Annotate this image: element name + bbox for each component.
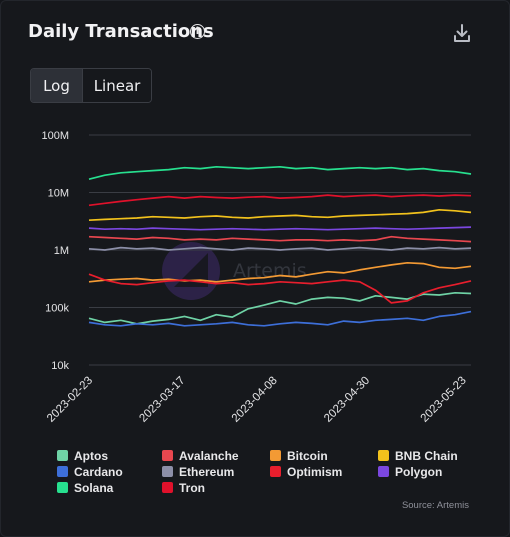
source-label: Source: Artemis xyxy=(401,500,469,511)
legend-item-optimism[interactable]: Optimism xyxy=(270,464,378,479)
legend-label: Avalanche xyxy=(179,448,239,463)
scale-toggle: Log Linear xyxy=(30,68,152,103)
legend-label: Tron xyxy=(179,480,205,495)
legend-swatch xyxy=(57,450,68,461)
y-tick-label: 10M xyxy=(48,188,69,200)
legend-swatch xyxy=(270,466,281,477)
x-tick-label: 2023-02-23 xyxy=(45,375,95,425)
legend-item-aptos[interactable]: Aptos xyxy=(57,448,162,463)
legend-swatch xyxy=(270,450,281,461)
y-tick-label: 100k xyxy=(45,303,69,315)
chart-title: Daily Transactions xyxy=(28,21,214,42)
series-line-bitcoin xyxy=(88,261,472,283)
legend-swatch xyxy=(162,482,173,493)
legend-label: Ethereum xyxy=(179,464,235,479)
chart-legend: Aptos Avalanche Bitcoin BNB Chain Cardano Eth… xyxy=(57,448,478,495)
x-tick-label: 2023-04-08 xyxy=(230,375,280,425)
series-line-bnb-chain xyxy=(88,208,472,222)
y-tick-label: 1M xyxy=(54,245,69,257)
download-icon[interactable] xyxy=(453,23,471,45)
y-tick-label: 100M xyxy=(41,130,69,142)
series-line-avalanche xyxy=(88,235,472,243)
series-line-aptos xyxy=(88,291,472,325)
x-tick-label: 2023-05-23 xyxy=(419,375,469,425)
legend-item-avalanche[interactable]: Avalanche xyxy=(162,448,270,463)
legend-swatch xyxy=(57,482,68,493)
legend-swatch xyxy=(57,466,68,477)
series-line-ethereum xyxy=(88,246,472,251)
info-icon[interactable]: i xyxy=(190,24,205,39)
y-axis: 10k 100k 1M 10M 100M xyxy=(41,130,69,372)
chart-series xyxy=(88,165,472,327)
series-line-cardano xyxy=(88,310,472,327)
log-toggle-button[interactable]: Log xyxy=(31,69,83,102)
legend-label: Bitcoin xyxy=(287,448,328,463)
artemis-watermark: Artemis xyxy=(162,242,307,300)
legend-label: Polygon xyxy=(395,464,443,479)
legend-item-bitcoin[interactable]: Bitcoin xyxy=(270,448,378,463)
x-axis: 2023-02-23 2023-03-17 2023-04-08 2023-04-30… xyxy=(45,375,469,425)
legend-item-cardano[interactable]: Cardano xyxy=(57,464,162,479)
legend-label: Aptos xyxy=(74,448,108,463)
series-line-solana xyxy=(88,165,472,181)
x-tick-label: 2023-04-30 xyxy=(322,375,372,425)
series-line-optimism xyxy=(88,273,472,304)
legend-label: BNB Chain xyxy=(395,448,458,463)
legend-item-tron[interactable]: Tron xyxy=(162,480,270,495)
legend-swatch xyxy=(378,450,389,461)
legend-swatch xyxy=(162,466,173,477)
legend-label: Optimism xyxy=(287,464,343,479)
legend-item-polygon[interactable]: Polygon xyxy=(378,464,478,479)
legend-swatch xyxy=(162,450,173,461)
y-tick-label: 10k xyxy=(51,360,69,372)
legend-label: Cardano xyxy=(74,464,123,479)
x-tick-label: 2023-03-17 xyxy=(137,375,187,425)
legend-item-bnb-chain[interactable]: BNB Chain xyxy=(378,448,478,463)
legend-item-ethereum[interactable]: Ethereum xyxy=(162,464,270,479)
legend-label: Solana xyxy=(74,480,114,495)
series-line-polygon xyxy=(88,226,472,231)
linear-toggle-button[interactable]: Linear xyxy=(83,69,151,102)
series-line-tron xyxy=(88,194,472,207)
legend-swatch xyxy=(378,466,389,477)
legend-item-solana[interactable]: Solana xyxy=(57,480,162,495)
